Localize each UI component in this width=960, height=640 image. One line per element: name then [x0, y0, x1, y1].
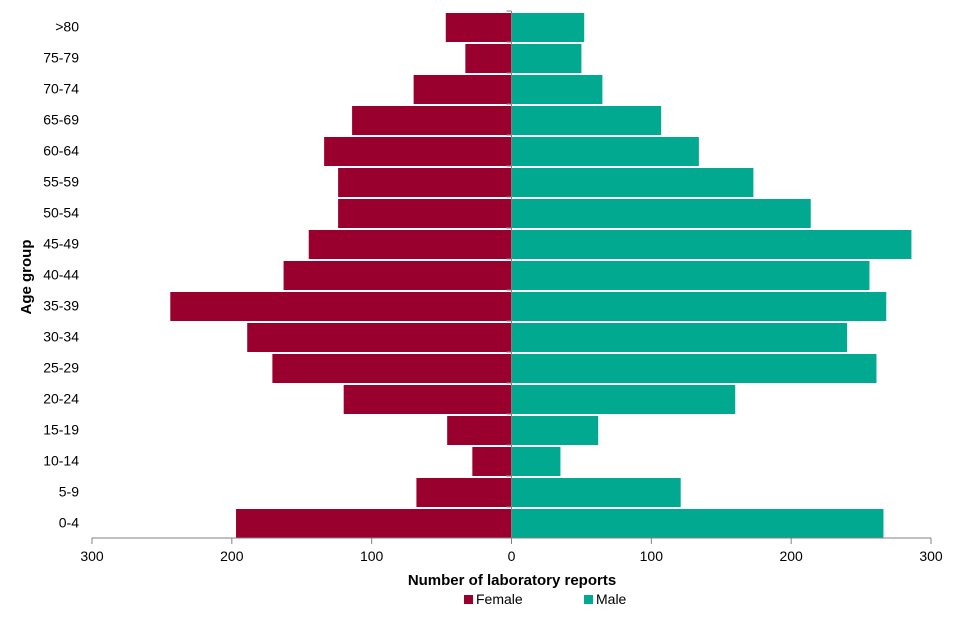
- bar-male: [511, 478, 681, 507]
- x-tick-label: 100: [360, 548, 384, 564]
- bar-female: [247, 323, 512, 352]
- bar-male: [511, 106, 662, 135]
- x-tick-label: 100: [640, 548, 664, 564]
- y-tick-label: 50-54: [43, 205, 79, 221]
- bar-female: [338, 168, 512, 197]
- y-tick-label: 65-69: [43, 112, 79, 128]
- legend-label: Female: [476, 591, 523, 607]
- bar-male: [511, 509, 884, 538]
- bar-male: [511, 199, 811, 228]
- bar-male: [511, 385, 736, 414]
- bar-female: [472, 447, 512, 476]
- bar-male: [511, 230, 912, 259]
- x-tick-label: 200: [779, 548, 803, 564]
- bar-male: [511, 13, 585, 42]
- bar-female: [352, 106, 512, 135]
- y-tick-label: 35-39: [43, 298, 79, 314]
- y-tick-label: 20-24: [43, 391, 79, 407]
- bar-male: [511, 137, 699, 166]
- bar-female: [416, 478, 512, 507]
- x-tick-label: 200: [220, 548, 244, 564]
- bar-female: [272, 354, 512, 383]
- bar-male: [511, 323, 848, 352]
- bar-male: [511, 447, 561, 476]
- y-tick-label: 60-64: [43, 143, 79, 159]
- y-tick-label: 5-9: [59, 484, 79, 500]
- y-tick-label: 75-79: [43, 50, 79, 66]
- x-axis: 300 200 100 0 100 200 300: [80, 10, 943, 564]
- y-tick-label: 70-74: [43, 81, 79, 97]
- bar-male: [511, 44, 582, 73]
- bar-female: [445, 13, 512, 42]
- x-tick-label: 0: [508, 548, 516, 564]
- bars-group: [170, 13, 912, 538]
- bar-female: [338, 199, 512, 228]
- bar-female: [308, 230, 512, 259]
- y-tick-label: >80: [55, 19, 79, 35]
- y-tick-label: 0-4: [59, 515, 79, 531]
- x-axis-title: Number of laboratory reports: [408, 572, 616, 589]
- x-tick-label: 300: [80, 548, 104, 564]
- x-tick-label: 300: [919, 548, 943, 564]
- bar-female: [283, 261, 512, 290]
- bar-male: [511, 168, 754, 197]
- bar-female: [465, 44, 512, 73]
- bar-male: [511, 416, 599, 445]
- legend-label: Male: [596, 591, 627, 607]
- legend-swatch: [584, 595, 593, 604]
- y-tick-label: 45-49: [43, 236, 79, 252]
- bar-female: [343, 385, 512, 414]
- y-tick-label: 40-44: [43, 267, 79, 283]
- bar-female: [170, 292, 512, 321]
- bar-female: [324, 137, 512, 166]
- bar-female: [413, 75, 512, 104]
- bar-female: [447, 416, 512, 445]
- legend: Female Male: [464, 591, 627, 607]
- y-tick-label: 55-59: [43, 174, 79, 190]
- bar-male: [511, 292, 887, 321]
- y-tick-label: 10-14: [43, 453, 79, 469]
- y-axis-title: Age group: [18, 240, 35, 315]
- legend-swatch: [464, 595, 473, 604]
- bar-female: [236, 509, 512, 538]
- bar-male: [511, 261, 870, 290]
- y-tick-labels: 0-4 5-9 10-14 15-19 20-24 25-29 30-34 35-39 40-4…: [43, 19, 79, 531]
- bar-male: [511, 354, 877, 383]
- y-tick-label: 30-34: [43, 329, 79, 345]
- y-tick-label: 15-19: [43, 422, 79, 438]
- bar-male: [511, 75, 603, 104]
- y-tick-label: 25-29: [43, 360, 79, 376]
